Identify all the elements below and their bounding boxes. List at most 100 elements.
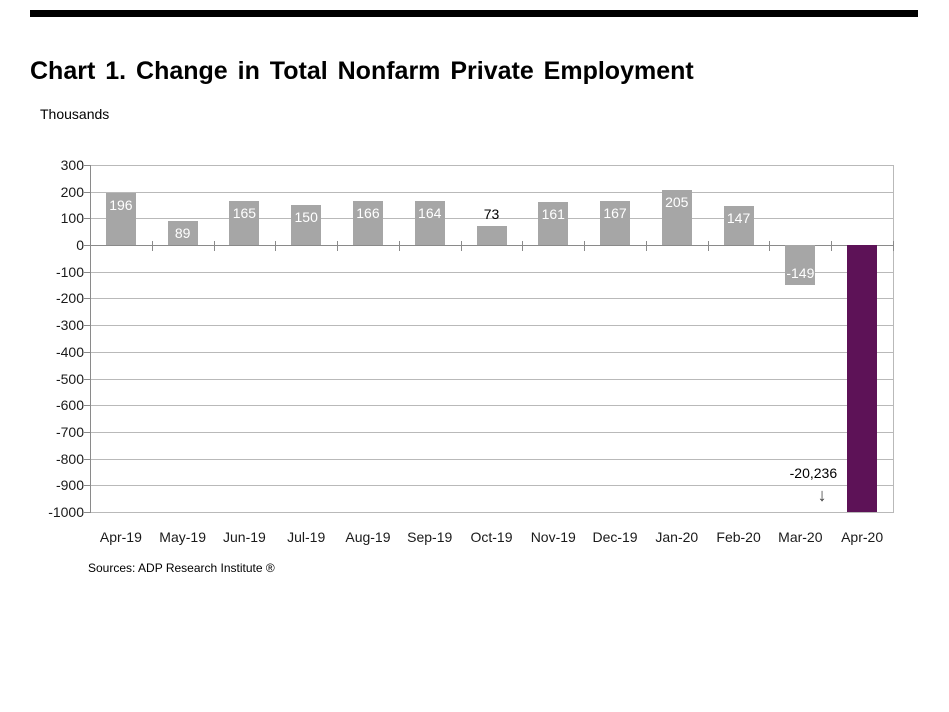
x-axis-category-label: Apr-20	[841, 529, 884, 545]
gridline	[90, 325, 893, 327]
bar	[538, 202, 569, 246]
y-axis-tick-label: -500	[55, 370, 84, 387]
gridline	[90, 485, 893, 487]
x-axis-category-label: Sep-19	[407, 529, 453, 545]
x-axis-category-label: Feb-20	[716, 529, 761, 545]
x-axis-tick-mark	[707, 241, 709, 252]
y-axis-tick-mark	[84, 431, 90, 433]
y-axis-tick-label: -900	[55, 477, 84, 494]
x-axis-tick-mark	[213, 241, 215, 252]
bar-value-label: 164	[418, 205, 442, 222]
gridline	[90, 351, 893, 353]
bar-highlight	[847, 245, 878, 512]
down-arrow-icon: ↓	[817, 485, 827, 505]
bar	[352, 200, 383, 246]
x-axis-tick-mark	[584, 241, 586, 252]
y-axis-tick-label: -1000	[48, 504, 84, 520]
x-axis-tick-mark	[769, 241, 771, 252]
bar-value-label: 166	[356, 204, 380, 221]
gridline	[90, 218, 893, 220]
y-axis-tick-mark	[84, 485, 90, 487]
bar-value-label: 161	[541, 206, 565, 223]
bar-value-label: 167	[603, 204, 627, 221]
bar	[600, 200, 631, 246]
x-axis-category-label: Jun-19	[223, 529, 266, 545]
bar-value-label: 165	[232, 205, 257, 222]
y-axis-tick-mark	[84, 245, 90, 247]
x-axis-category-label: Oct-19	[470, 529, 513, 545]
chart-title: Chart 1. Change in Total Nonfarm Private…	[30, 57, 694, 85]
y-axis-tick-label: 200	[60, 183, 84, 200]
x-axis-category-label: Jul-19	[287, 529, 326, 545]
y-axis-tick-mark	[84, 218, 90, 220]
bar	[291, 205, 322, 246]
x-axis-category-label: Dec-19	[592, 529, 638, 545]
y-axis-tick-label: -800	[55, 450, 84, 467]
y-axis-tick-mark	[84, 512, 90, 513]
bar	[414, 201, 445, 246]
bar-value-label: 205	[665, 194, 689, 211]
top-divider-rule	[30, 10, 918, 17]
annotation-value-label: -20,236	[789, 465, 838, 481]
bar-value-label: 89	[174, 225, 191, 242]
gridline	[90, 298, 893, 300]
y-axis-tick-label: 300	[60, 157, 84, 173]
bar-value-label: -149	[786, 264, 815, 281]
bar	[167, 221, 198, 246]
x-axis-category-label: Mar-20	[778, 529, 823, 545]
gridline	[90, 405, 893, 407]
bar	[661, 190, 692, 246]
x-axis-category-label: May-19	[159, 529, 206, 545]
bar	[476, 225, 507, 246]
y-axis-tick-mark	[84, 325, 90, 327]
y-axis-tick-mark	[84, 298, 90, 300]
x-axis-tick-mark	[398, 241, 400, 252]
y-axis-tick-mark	[84, 191, 90, 193]
y-axis-tick-mark	[84, 165, 90, 166]
x-axis-tick-mark	[151, 241, 153, 252]
y-axis-units-label: Thousands	[40, 106, 110, 122]
y-axis-tick-mark	[84, 458, 90, 460]
y-axis-tick-label: -700	[55, 423, 84, 440]
x-axis-tick-mark	[893, 241, 894, 252]
y-axis-tick-label: -200	[55, 290, 84, 307]
plot-area	[90, 165, 893, 513]
x-axis-category-label: Jan-20	[655, 529, 699, 545]
bar-value-label: 73	[483, 205, 500, 222]
y-axis-tick-label: -400	[55, 343, 84, 360]
sources-note: Sources: ADP Research Institute ®	[88, 561, 275, 575]
bar-value-label: 150	[294, 209, 318, 226]
bar	[723, 205, 754, 246]
x-axis-tick-mark	[645, 241, 647, 252]
y-axis-tick-label: -100	[55, 263, 84, 280]
x-axis-tick-mark	[831, 241, 833, 252]
gridline	[90, 458, 893, 460]
x-axis-tick-mark	[460, 241, 462, 252]
y-axis-line	[90, 165, 91, 513]
gridline	[90, 431, 893, 433]
bar-value-label: 147	[726, 209, 751, 226]
gridline	[90, 512, 893, 513]
bar	[229, 201, 260, 246]
y-axis-tick-label: -600	[55, 397, 84, 414]
gridline	[90, 271, 893, 273]
y-axis-tick-label: 0	[76, 237, 84, 254]
y-axis-tick-mark	[84, 405, 90, 407]
gridline	[90, 378, 893, 380]
bar	[785, 245, 816, 285]
gridline	[90, 165, 893, 166]
x-axis-category-label: Aug-19	[345, 529, 391, 545]
x-axis-tick-mark	[337, 241, 339, 252]
y-axis-tick-mark	[84, 378, 90, 380]
plot-right-border	[893, 165, 894, 513]
y-axis-tick-label: 100	[60, 210, 84, 227]
gridline	[90, 191, 893, 193]
bar-value-label: 196	[109, 196, 133, 213]
y-axis-tick-mark	[84, 351, 90, 353]
x-axis-category-label: Nov-19	[530, 529, 576, 545]
zero-gridline	[90, 245, 893, 247]
y-axis-tick-mark	[84, 271, 90, 273]
x-axis-tick-mark	[275, 241, 277, 252]
x-axis-category-label: Apr-19	[99, 529, 142, 545]
